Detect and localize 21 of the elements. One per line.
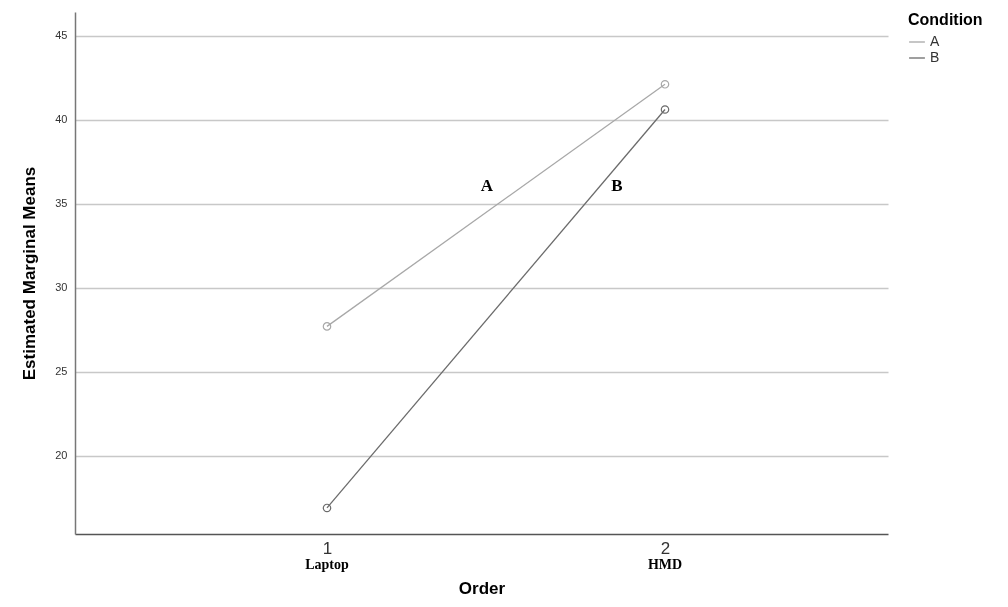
point — [660, 105, 670, 114]
text: Laptop — [305, 557, 349, 572]
y-axis-title: Estimated Marginal Means — [20, 166, 40, 381]
x-axis-title: Order — [458, 578, 506, 598]
y-tick-label: 45 — [55, 29, 68, 42]
annotation: B — [611, 176, 623, 195]
legend-label: B — [930, 49, 940, 65]
point — [322, 503, 332, 513]
y-tick-label: 20 — [55, 449, 68, 462]
legend-label: A — [930, 33, 940, 49]
y-tick-label: 35 — [55, 197, 68, 210]
annotation: A — [480, 176, 494, 195]
y-tick-label: 40 — [55, 113, 68, 126]
y-tick-label: 30 — [55, 281, 68, 294]
y-tick-label: 25 — [55, 365, 68, 378]
x-tick-label: 2 — [660, 538, 671, 558]
point — [322, 322, 332, 331]
point — [660, 79, 670, 89]
legend-title: Condition — [908, 11, 983, 28]
x-tick-label: 1 — [322, 538, 333, 558]
text: HMD — [647, 557, 683, 572]
